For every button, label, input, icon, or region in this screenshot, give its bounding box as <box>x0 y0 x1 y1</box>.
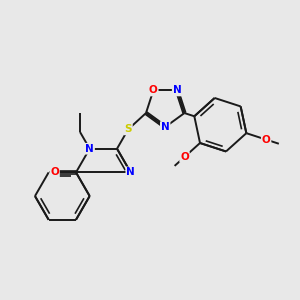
Text: O: O <box>180 152 189 162</box>
Text: S: S <box>124 124 132 134</box>
Text: N: N <box>173 85 182 95</box>
Text: O: O <box>149 85 158 95</box>
Text: O: O <box>50 167 59 177</box>
Text: N: N <box>161 122 170 132</box>
Text: N: N <box>126 167 135 177</box>
Text: O: O <box>262 135 271 145</box>
Text: N: N <box>85 144 94 154</box>
